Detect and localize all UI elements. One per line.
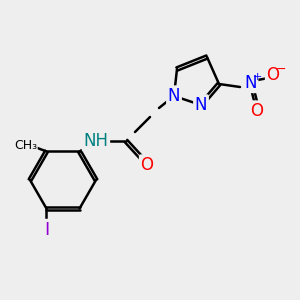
Text: NH: NH	[83, 132, 109, 150]
Text: O: O	[266, 66, 280, 84]
Text: N: N	[168, 87, 180, 105]
Text: O: O	[250, 102, 263, 120]
Text: −: −	[275, 62, 286, 76]
Text: +: +	[252, 71, 262, 82]
Text: N: N	[244, 74, 257, 92]
Text: I: I	[44, 220, 49, 238]
Text: N: N	[195, 96, 207, 114]
Text: O: O	[140, 156, 154, 174]
Text: CH₃: CH₃	[14, 139, 37, 152]
